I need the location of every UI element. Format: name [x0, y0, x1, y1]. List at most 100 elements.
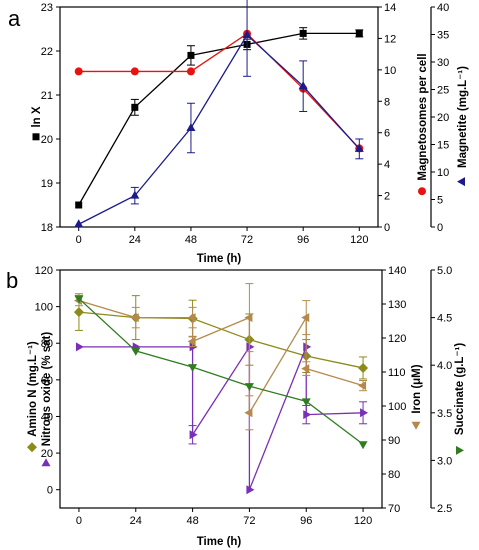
panel-label: b [6, 268, 18, 293]
y-right2-tick-label: 2.5 [437, 503, 452, 515]
plot-frame [59, 6, 379, 228]
data-point [75, 201, 83, 209]
y-right1-tick-label: 2 [384, 191, 390, 203]
y-left-tick-label: 40 [41, 411, 53, 423]
y-left-tick-label: 22 [41, 46, 53, 58]
data-point [188, 364, 198, 373]
y-left-label: Amino N (mg.L⁻¹) [27, 341, 39, 453]
x-axis-label: Time (h) [197, 253, 242, 265]
data-point [187, 51, 195, 59]
x-tick-label: 120 [354, 515, 372, 527]
series-line [78, 344, 364, 490]
data-point [355, 29, 363, 37]
y-right1-tick-label: 12 [384, 33, 396, 45]
y-right2-label-text: Succinate (g.L⁻¹) [454, 343, 466, 435]
data-point [74, 295, 84, 304]
x-tick-label: 120 [350, 234, 368, 246]
y-left-label-marker [32, 133, 40, 141]
data-point [358, 362, 369, 373]
series-line [78, 298, 364, 445]
plot-frame [59, 269, 383, 509]
x-tick-label: 0 [76, 515, 82, 527]
panel-label: a [8, 6, 21, 31]
y-right1-tick-label: 80 [388, 469, 400, 481]
data-point [301, 364, 310, 374]
series-line [78, 32, 360, 206]
x-tick-label: 72 [243, 515, 255, 527]
data-point [75, 342, 84, 352]
y-left-tick-label: 21 [41, 90, 53, 102]
series-line [78, 311, 364, 369]
x-tick-label: 96 [300, 515, 312, 527]
x-tick-label: 72 [241, 234, 253, 246]
y-right1-tick-label: 110 [388, 367, 406, 379]
y-right1-tick-label: 120 [388, 333, 406, 345]
y-left-label-text: Amino N (mg.L⁻¹) [27, 341, 39, 437]
y-right2-tick-label: 15 [437, 140, 449, 152]
y-left-tick-label: 20 [41, 134, 53, 146]
data-point [298, 81, 308, 90]
y-right2-tick-label: 0 [437, 222, 443, 234]
y-right2-label: Succinate (g.L⁻¹) [454, 343, 466, 455]
data-point [74, 219, 84, 228]
series-0 [73, 293, 369, 380]
y-right2-tick-label: 20 [437, 112, 449, 124]
y-right1-label-marker [411, 421, 421, 430]
y-left-tick-label: 80 [41, 338, 53, 350]
series-1 [75, 342, 369, 495]
y-right2-tick-label: 3.5 [437, 408, 452, 420]
x-tick-label: 24 [129, 234, 141, 246]
y-right1-tick-label: 130 [388, 299, 406, 311]
y-left-label-2: Nitrous oxide (% sat) [41, 332, 53, 467]
y-right1-tick-label: 6 [384, 128, 390, 140]
series-1 [74, 29, 364, 153]
data-point [187, 336, 196, 346]
y-left-tick-label: 100 [35, 302, 53, 314]
data-point [358, 381, 367, 391]
y-right1-tick-label: 140 [388, 265, 406, 277]
data-point [74, 67, 83, 76]
y-left-tick-label: 23 [41, 2, 53, 14]
y-left-tick-label: 0 [47, 485, 53, 497]
series-2 [73, 283, 368, 431]
data-point [73, 307, 84, 318]
chart-panel-b: 0 24 48 72 96 120 Time (h) b 0 20 40 60 80 100 120 70 80… [6, 265, 466, 548]
y-right2-tick-label: 5 [437, 195, 443, 207]
y-right2-label-marker [456, 445, 464, 455]
y-right2-tick-label: 3.0 [437, 455, 452, 467]
x-axis-label: Time (h) [197, 536, 242, 548]
y-right2-tick-label: 35 [437, 30, 449, 42]
y-left-label-text: ln X [31, 106, 43, 127]
data-point [299, 29, 307, 37]
y-left-tick-label: 120 [35, 265, 53, 277]
data-point [358, 441, 368, 450]
y-right2-tick-label: 4.0 [437, 360, 452, 372]
series-line [78, 34, 360, 225]
data-point [130, 190, 140, 199]
x-tick-label: 48 [186, 515, 198, 527]
y-left-label-marker [27, 442, 37, 453]
y-right2-label: Magnetite (mg.L⁻¹) [457, 66, 469, 187]
series-3 [74, 295, 368, 450]
y-right1-tick-label: 10 [384, 65, 396, 77]
y-left-label-2-text: Nitrous oxide (% sat) [41, 332, 53, 447]
y-right2-tick-label: 25 [437, 85, 449, 97]
series-line [78, 32, 360, 149]
y-right1-label-text: Magnetosomes per cell [417, 53, 429, 180]
data-point [301, 313, 310, 323]
data-point [242, 30, 252, 39]
data-point [301, 398, 311, 407]
data-point [246, 342, 255, 352]
data-point [244, 313, 253, 323]
y-left-tick-label: 20 [41, 448, 53, 460]
series-0 [75, 27, 364, 209]
y-right2-tick-label: 5.0 [437, 265, 452, 277]
data-point [186, 67, 195, 76]
data-point [131, 347, 141, 356]
x-tick-label: 0 [76, 234, 82, 246]
y-right1-label: Iron (μM) [411, 364, 423, 430]
y-left-tick-label: 60 [41, 375, 53, 387]
y-right1-label-marker [418, 187, 426, 196]
